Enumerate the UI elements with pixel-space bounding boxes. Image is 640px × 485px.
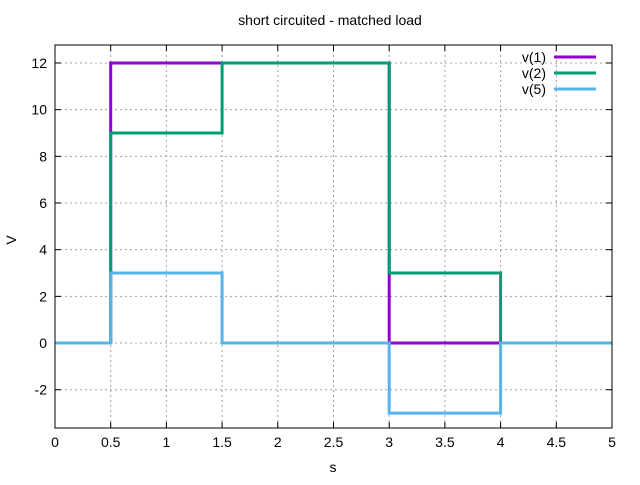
series-line-v(2) bbox=[55, 61, 612, 345]
y-tick-label: 0 bbox=[39, 335, 47, 351]
x-tick-label: 2 bbox=[274, 434, 282, 450]
x-tick-label: 0 bbox=[51, 434, 59, 450]
y-axis-label: V bbox=[3, 235, 19, 245]
x-tick-label: 2.5 bbox=[324, 434, 344, 450]
x-tick-label: 4.5 bbox=[547, 434, 567, 450]
x-tick-label: 3.5 bbox=[435, 434, 455, 450]
y-tick-label: 10 bbox=[31, 102, 47, 118]
series-line-v(5) bbox=[55, 271, 612, 415]
x-tick-label: 1 bbox=[163, 434, 171, 450]
y-tick-label: 2 bbox=[39, 288, 47, 304]
x-tick-label: 0.5 bbox=[101, 434, 121, 450]
x-tick-label: 3 bbox=[385, 434, 393, 450]
y-tick-label: 12 bbox=[31, 55, 47, 71]
plot-border bbox=[54, 44, 613, 429]
legend-label: v(2) bbox=[522, 65, 546, 81]
y-tick-label: 8 bbox=[39, 148, 47, 164]
chart-title: short circuited - matched load bbox=[238, 12, 422, 28]
x-axis-label: s bbox=[330, 459, 337, 475]
y-tick-label: -2 bbox=[35, 382, 48, 398]
x-tick-label: 4 bbox=[497, 434, 505, 450]
legend-label: v(1) bbox=[522, 49, 546, 65]
x-tick-label: 5 bbox=[608, 434, 616, 450]
x-tick-label: 1.5 bbox=[212, 434, 232, 450]
y-tick-label: 4 bbox=[39, 242, 47, 258]
legend-label: v(5) bbox=[522, 81, 546, 97]
y-tick-label: 6 bbox=[39, 195, 47, 211]
